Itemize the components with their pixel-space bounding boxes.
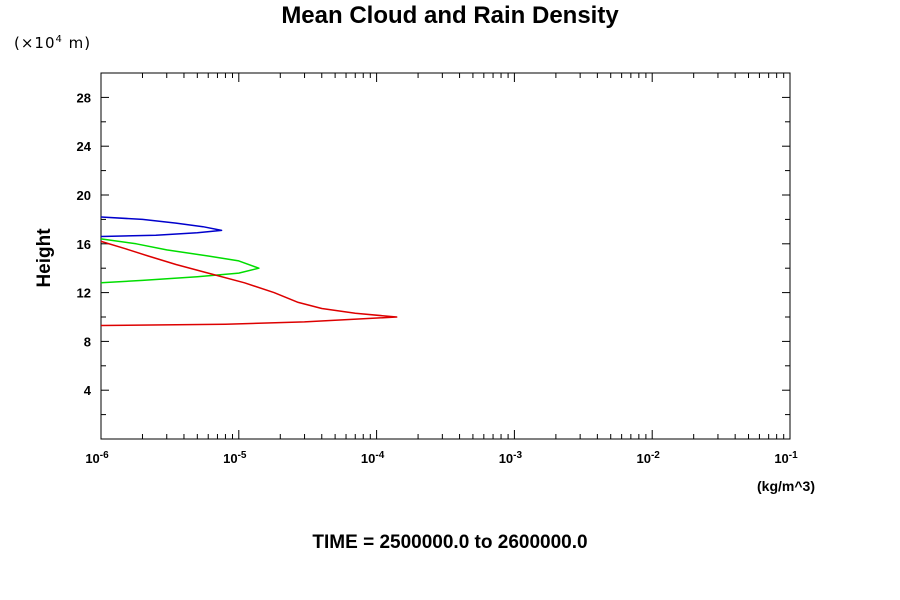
chart-title: Mean Cloud and Rain Density <box>281 2 619 29</box>
height-unit-note: (×104 m) <box>14 34 91 52</box>
y-tick-label: 24 <box>77 139 92 154</box>
axis-ticks: 4 8 12 16 20 24 28 10-6 10-5 10-4 10-3 10-2 10-1 <box>77 73 798 466</box>
y-axis-label: Height <box>34 228 55 288</box>
y-tick-label: 12 <box>77 286 91 301</box>
y-tick-label: 4 <box>84 383 92 398</box>
y-tick-label: 20 <box>77 188 91 203</box>
y-tick-label: 8 <box>84 334 91 349</box>
x-tick-label: 10-1 <box>774 450 798 466</box>
y-tick-label: 16 <box>77 237 91 252</box>
x-axis-unit-label: (kg/m^3) <box>757 478 815 494</box>
series-line-2 <box>100 238 260 284</box>
x-tick-label: 10-2 <box>637 450 661 466</box>
x-tick-label: 10-5 <box>223 450 247 466</box>
x-tick-label: 10-3 <box>499 450 523 466</box>
series-line-1 <box>100 216 223 238</box>
series-lines <box>100 216 398 327</box>
time-range-footer: TIME = 2500000.0 to 2600000.0 <box>312 532 588 553</box>
y-tick-label: 28 <box>77 90 91 105</box>
plot-frame <box>100 72 791 440</box>
series-line-3 <box>100 240 398 327</box>
x-tick-label: 10-6 <box>85 450 109 466</box>
height-unit-base: (×10 <box>14 34 56 52</box>
x-tick-label: 10-4 <box>361 450 385 466</box>
height-unit-rest: m) <box>62 34 92 52</box>
height-unit-exponent: 4 <box>55 34 63 45</box>
